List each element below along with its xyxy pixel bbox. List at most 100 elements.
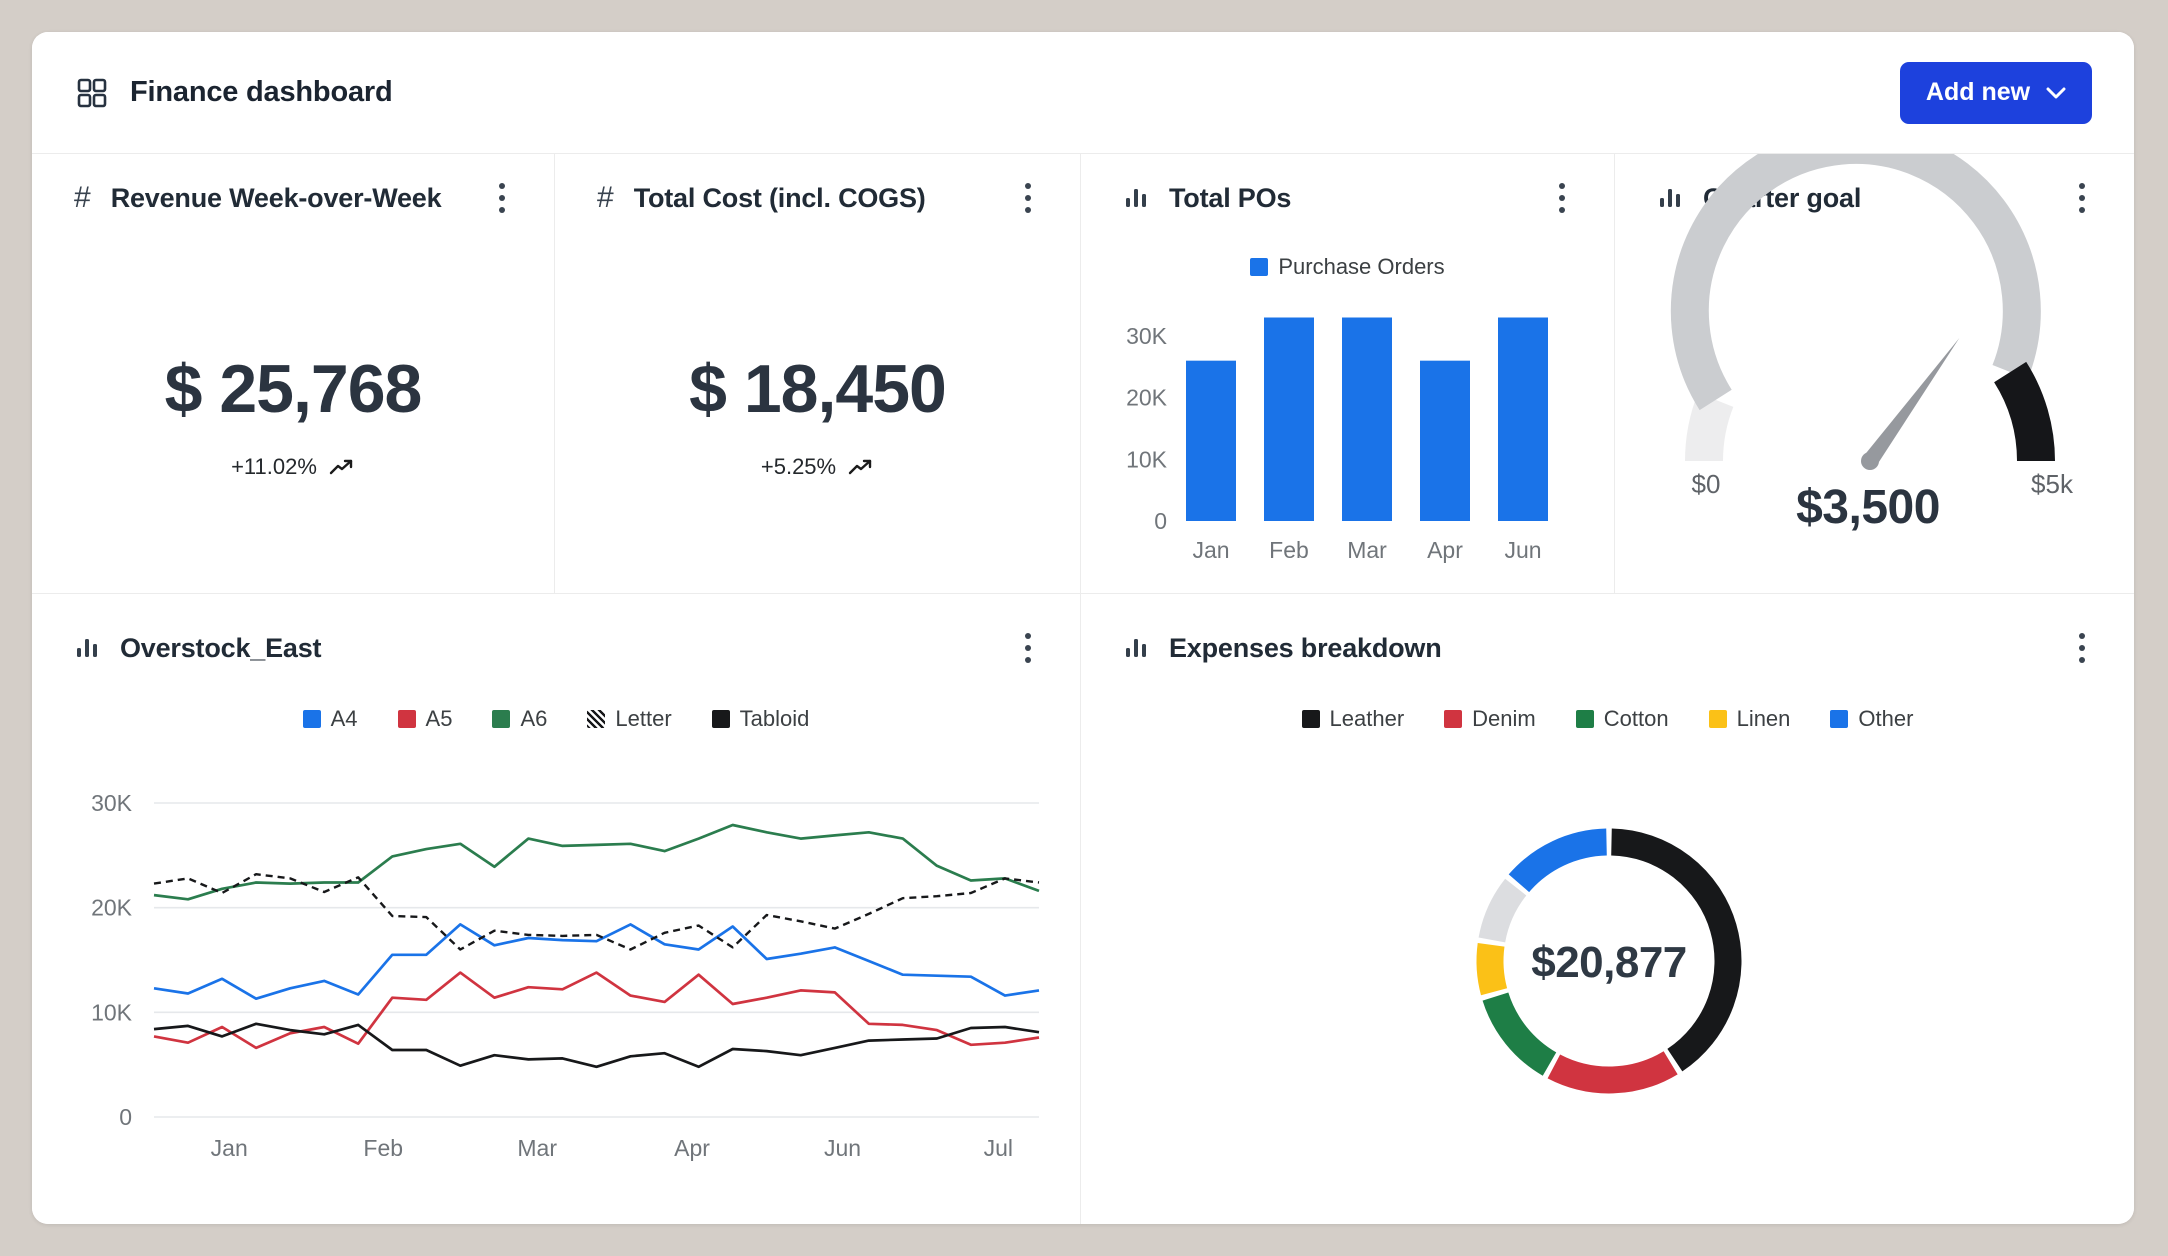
bar-chart-icon [1657, 185, 1683, 211]
bar-chart-icon [1123, 635, 1149, 661]
card-title: Total POs [1169, 182, 1292, 213]
card-revenue: # Revenue Week-over-Week $ 25,768 +11.02… [32, 154, 555, 594]
legend-item-denim: Denim [1444, 706, 1536, 732]
kpi-delta: +11.02% [32, 454, 554, 480]
gauge-needle [1863, 338, 1960, 466]
legend-swatch [1830, 710, 1849, 728]
donut-slice-unlabeled [1478, 878, 1527, 943]
legend-label: Leather [1329, 706, 1405, 731]
legend-label: Other [1858, 706, 1914, 731]
svg-text:Feb: Feb [1269, 537, 1309, 563]
donut-slice-Cotton [1482, 992, 1557, 1076]
quarter-goal-gauge [1670, 154, 2055, 470]
kebab-menu-icon[interactable] [1550, 175, 1574, 221]
svg-text:Jun: Jun [1504, 537, 1541, 563]
charts-row: Overstock_East A4 A5 A6 Letter Tabloid 0 10K 2… [32, 594, 2134, 1224]
line-series-A6 [153, 823, 1040, 901]
bar-Apr [1420, 360, 1470, 521]
kpi-row: # Revenue Week-over-Week $ 25,768 +11.02… [32, 154, 2134, 594]
hash-icon: # [597, 181, 614, 214]
svg-text:Jan: Jan [1192, 537, 1229, 563]
legend-label: A4 [330, 706, 358, 731]
legend-item-purchase-orders: Purchase Orders [1250, 254, 1445, 280]
kebab-menu-icon[interactable] [490, 175, 514, 221]
svg-text:Jun: Jun [824, 1135, 861, 1161]
legend-item-leather: Leather [1301, 706, 1405, 732]
svg-text:30K: 30K [1126, 323, 1168, 349]
legend-item-tabloid: Tabloid [711, 706, 810, 732]
header: Finance dashboard Add new [32, 32, 2134, 154]
card-title: Overstock_East [120, 632, 322, 663]
kebab-menu-icon[interactable] [1016, 175, 1040, 221]
legend-label: Tabloid [739, 706, 810, 731]
legend-item-cotton: Cotton [1575, 706, 1669, 732]
donut-slice-Denim [1547, 1051, 1678, 1094]
legend-label: Denim [1472, 706, 1536, 731]
bar-Mar [1342, 317, 1392, 521]
svg-text:20K: 20K [91, 895, 133, 921]
gauge-value: $3,500 [1796, 481, 1940, 534]
kebab-menu-icon[interactable] [2070, 625, 2094, 671]
svg-text:0: 0 [1154, 508, 1167, 534]
svg-text:Jul: Jul [984, 1135, 1013, 1161]
hash-icon: # [74, 181, 91, 214]
card-title: Expenses breakdown [1169, 632, 1442, 663]
line-chart-legend: A4 A5 A6 Letter Tabloid [32, 706, 1080, 732]
svg-text:Jan: Jan [211, 1135, 248, 1161]
add-new-button[interactable]: Add new [1900, 61, 2092, 124]
chevron-down-icon [2046, 87, 2066, 99]
legend-swatch [302, 710, 321, 728]
donut-slice-Linen [1476, 943, 1508, 996]
svg-text:30K: 30K [91, 790, 133, 816]
card-total-pos: Total POs Purchase Orders 0 10K 20K 30K Jan F… [1081, 154, 1615, 594]
legend-label: Letter [615, 706, 672, 731]
line-series-Letter [153, 873, 1040, 951]
page-title: Finance dashboard [130, 76, 393, 108]
bar-chart-legend: Purchase Orders [1081, 254, 1614, 280]
gauge-max-label: $5k [2031, 469, 2073, 499]
legend-item-other: Other [1830, 706, 1913, 732]
expenses-donut-chart [1476, 828, 1742, 1094]
bar-Feb [1264, 317, 1314, 521]
kebab-menu-icon[interactable] [1016, 625, 1040, 671]
dashboard-grid-icon [76, 77, 108, 109]
legend-swatch [397, 710, 416, 728]
legend-swatch [1301, 710, 1320, 728]
bar-chart-icon [1123, 185, 1149, 211]
svg-text:20K: 20K [1126, 385, 1168, 411]
legend-swatch [1708, 710, 1727, 728]
svg-text:Mar: Mar [1347, 537, 1387, 563]
svg-text:Apr: Apr [674, 1135, 710, 1161]
kpi-delta: +5.25% [555, 454, 1080, 480]
legend-item-letter: Letter [587, 706, 672, 732]
svg-text:0: 0 [119, 1104, 132, 1130]
svg-text:10K: 10K [91, 999, 133, 1025]
svg-text:10K: 10K [1126, 446, 1168, 472]
legend-label: A6 [520, 706, 548, 731]
legend-swatch [587, 710, 606, 728]
kpi-value: $ 18,450 [689, 351, 947, 427]
legend-item-a4: A4 [302, 706, 358, 732]
legend-label: Linen [1736, 706, 1791, 731]
svg-text:Apr: Apr [1427, 537, 1463, 563]
svg-text:Feb: Feb [363, 1135, 403, 1161]
card-overstock-east: Overstock_East A4 A5 A6 Letter Tabloid 0 10K 2… [32, 594, 1081, 1224]
legend-label: A5 [425, 706, 453, 731]
bar-chart-icon [74, 635, 100, 661]
card-total-cost: # Total Cost (incl. COGS) $ 18,450 +5.25… [555, 154, 1081, 594]
kebab-menu-icon[interactable] [2070, 175, 2094, 221]
svg-text:Mar: Mar [517, 1135, 557, 1161]
line-series-A5 [153, 971, 1040, 1050]
legend-swatch [1444, 710, 1463, 728]
card-title: Total Cost (incl. COGS) [633, 182, 926, 213]
trending-up-icon [848, 458, 874, 476]
kpi-value: $ 25,768 [164, 351, 423, 427]
trending-up-icon [329, 458, 355, 476]
legend-swatch [1250, 258, 1269, 276]
donut-slice-Other [1508, 828, 1608, 893]
legend-swatch [711, 710, 730, 728]
overstock-line-chart: 0 10K 20K 30K Jan Feb Mar Apr Jun Jul [91, 790, 1040, 1161]
legend-item-linen: Linen [1708, 706, 1791, 732]
legend-item-a6: A6 [492, 706, 547, 732]
card-quarter-goal: Quarter goal $0 $5k $3,500 [1615, 154, 2134, 594]
